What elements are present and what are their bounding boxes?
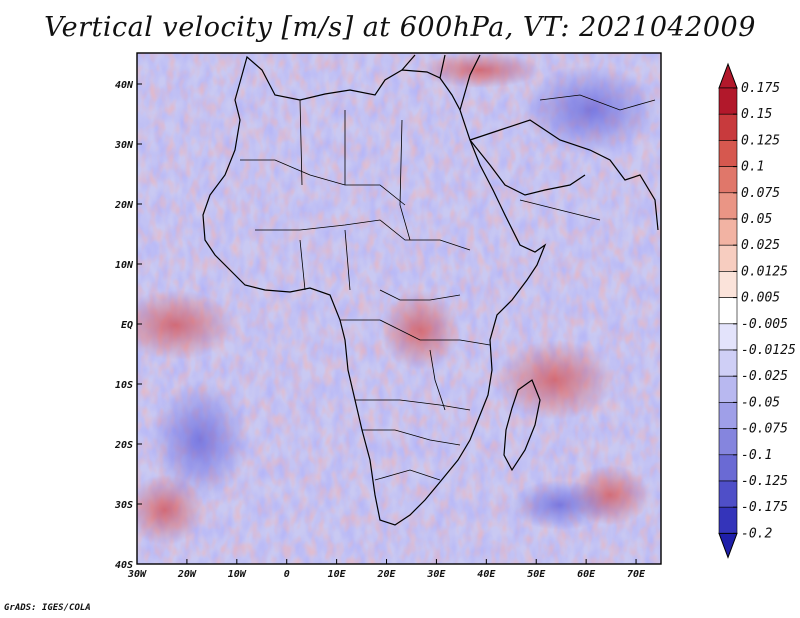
colorbar-swatch	[718, 113, 738, 141]
colorbar-swatch	[718, 349, 738, 377]
lon-label: 20E	[376, 569, 396, 580]
colorbar-label: -0.0125	[741, 343, 796, 358]
colorbar-label: -0.05	[741, 395, 780, 410]
colorbar-swatch	[718, 192, 738, 220]
lat-label: 10S	[115, 380, 133, 391]
lat-label: 20S	[114, 440, 133, 451]
colorbar-swatch	[718, 297, 738, 325]
lon-label: 10W	[228, 569, 247, 580]
grads-credit: GrADS: IGES/COLA	[4, 603, 91, 613]
lon-label: 10E	[328, 569, 347, 580]
colorbar-swatch	[718, 166, 738, 194]
colorbar-swatch	[718, 244, 738, 272]
colorbar: 0.175 0.15 0.125 0.1 0.075 0.05 0.025 0.0125 0.0…	[718, 62, 796, 559]
velocity-field	[137, 53, 661, 564]
lat-label: 40N	[115, 80, 134, 91]
colorbar-label: -0.075	[741, 422, 788, 437]
colorbar-swatch	[718, 323, 738, 351]
colorbar-label: -0.025	[741, 369, 788, 384]
lat-label: 30S	[114, 500, 133, 511]
colorbar-label: -0.125	[741, 474, 788, 489]
colorbar-label: 0.1	[741, 160, 764, 175]
lon-label: 70E	[627, 569, 646, 580]
coastlines	[202, 54, 659, 526]
country-borders	[240, 94, 656, 481]
colorbar-top-arrow	[718, 62, 738, 89]
colorbar-bottom-arrow	[718, 532, 738, 559]
lat-label: 40S	[115, 560, 133, 571]
lon-label: 0	[284, 569, 290, 580]
lon-label: 50E	[527, 569, 546, 580]
lat-label: 30N	[114, 140, 134, 151]
colorbar-label: 0.125	[741, 133, 780, 148]
colorbar-label: 0.05	[741, 212, 772, 227]
lon-label: 30E	[426, 569, 446, 580]
colorbar-swatch	[718, 402, 738, 429]
colorbar-label: 0.0125	[741, 264, 788, 279]
lon-label: 60E	[577, 569, 596, 580]
lon-label: 20W	[177, 569, 197, 580]
lon-label: 40E	[477, 569, 496, 580]
colorbar-label: 0.175	[741, 81, 780, 96]
colorbar-swatch	[718, 480, 738, 508]
colorbar-label: -0.1	[741, 448, 772, 463]
map-axes: 30W 20W 10W 0 10E 20E 30E 40E 50E 60E 70E 40N 30N 20N…	[114, 80, 646, 580]
colorbar-swatch	[718, 454, 738, 482]
plot-frame	[136, 52, 662, 565]
lat-label: 20N	[114, 200, 134, 211]
colorbar-swatch	[718, 140, 738, 167]
colorbar-swatch	[718, 218, 738, 246]
colorbar-label: 0.075	[741, 186, 780, 201]
colorbar-label: 0.025	[741, 238, 780, 253]
map-title: Vertical velocity [m/s] at 600hPa, VT: 2…	[44, 12, 756, 43]
lon-label: 30W	[127, 569, 147, 580]
colorbar-label: -0.005	[741, 317, 788, 332]
colorbar-label: 0.15	[741, 107, 772, 122]
colorbar-swatch	[718, 271, 738, 298]
colorbar-label: -0.175	[741, 500, 788, 515]
colorbar-swatch	[718, 506, 738, 534]
colorbar-swatch	[718, 375, 738, 403]
colorbar-swatch	[718, 428, 738, 456]
colorbar-label: 0.005	[741, 291, 780, 306]
lat-label: EQ	[121, 320, 133, 331]
lat-label: 10N	[115, 260, 134, 271]
colorbar-label: -0.2	[741, 526, 772, 541]
colorbar-swatch	[718, 87, 738, 115]
